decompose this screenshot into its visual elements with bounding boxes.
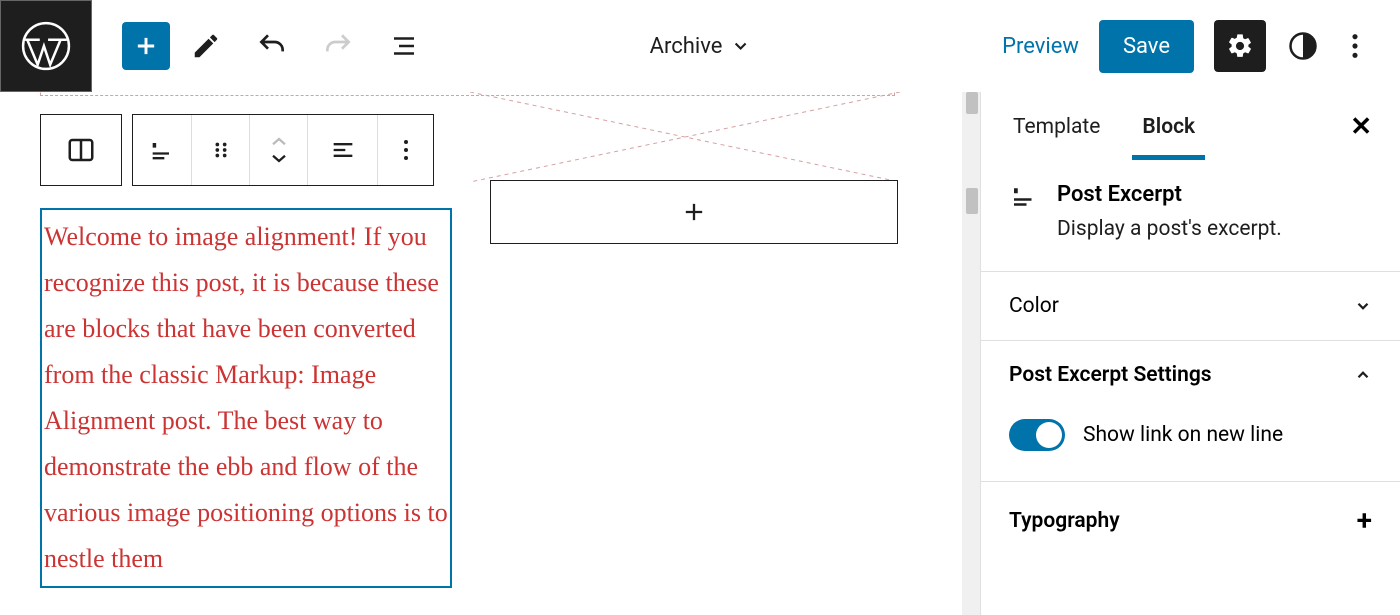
panel-typography[interactable]: Typography + bbox=[981, 482, 1400, 559]
align-icon[interactable] bbox=[307, 115, 377, 185]
tab-template[interactable]: Template bbox=[1009, 95, 1104, 159]
edit-icon[interactable] bbox=[188, 28, 224, 64]
sidebar-tabs: Template Block ✕ bbox=[981, 92, 1400, 162]
layout-guide-diagonal bbox=[470, 92, 900, 182]
panel-color-label: Color bbox=[1009, 294, 1059, 318]
styles-icon[interactable] bbox=[1286, 29, 1320, 63]
panel-settings-body: Show link on new line bbox=[981, 409, 1400, 482]
block-type-icon[interactable] bbox=[41, 115, 121, 185]
canvas-scrollbar[interactable] bbox=[962, 92, 980, 615]
add-block-placeholder[interactable] bbox=[490, 180, 898, 244]
top-right-group: Preview Save bbox=[1002, 0, 1400, 92]
block-info: Post Excerpt Display a post's excerpt. bbox=[981, 162, 1400, 272]
wordpress-logo[interactable] bbox=[0, 0, 92, 92]
toolbar-group-block bbox=[40, 114, 122, 186]
show-link-newline-toggle[interactable] bbox=[1009, 419, 1065, 451]
close-sidebar-icon[interactable]: ✕ bbox=[1350, 112, 1372, 142]
move-up-down[interactable] bbox=[249, 115, 307, 185]
more-options-icon[interactable] bbox=[1340, 20, 1370, 72]
redo-icon[interactable] bbox=[320, 28, 356, 64]
block-description: Display a post's excerpt. bbox=[1057, 217, 1282, 241]
list-view-icon[interactable] bbox=[386, 28, 422, 64]
panel-settings-label: Post Excerpt Settings bbox=[1009, 363, 1212, 387]
save-button[interactable]: Save bbox=[1099, 20, 1194, 73]
top-bar: Archive Preview Save bbox=[0, 0, 1400, 92]
scrollbar-thumb-top[interactable] bbox=[966, 92, 978, 114]
document-title-text: Archive bbox=[650, 34, 723, 59]
show-link-newline-label: Show link on new line bbox=[1083, 423, 1283, 447]
editor-canvas: Welcome to image alignment! If you recog… bbox=[0, 92, 962, 615]
drag-handle-icon[interactable] bbox=[191, 115, 249, 185]
toolbar-group-controls bbox=[132, 114, 434, 186]
layout-guide bbox=[40, 92, 895, 96]
add-block-button[interactable] bbox=[122, 22, 170, 70]
settings-button[interactable] bbox=[1214, 20, 1266, 72]
toolbar-tools bbox=[188, 28, 422, 64]
main-area: Welcome to image alignment! If you recog… bbox=[0, 92, 1400, 615]
block-title: Post Excerpt bbox=[1057, 182, 1282, 207]
panel-color[interactable]: Color bbox=[981, 272, 1400, 341]
block-info-text: Post Excerpt Display a post's excerpt. bbox=[1057, 182, 1282, 241]
preview-button[interactable]: Preview bbox=[1002, 34, 1079, 59]
settings-sidebar: Template Block ✕ Post Excerpt Display a … bbox=[980, 92, 1400, 615]
typography-add-icon[interactable]: + bbox=[1357, 504, 1372, 537]
panel-settings[interactable]: Post Excerpt Settings bbox=[981, 341, 1400, 409]
chevron-up-icon bbox=[1354, 366, 1372, 384]
scrollbar-thumb[interactable] bbox=[966, 188, 978, 214]
panel-typography-label: Typography bbox=[1009, 509, 1120, 533]
block-toolbar bbox=[40, 114, 434, 186]
document-title[interactable]: Archive bbox=[650, 0, 751, 92]
block-more-icon[interactable] bbox=[377, 115, 433, 185]
tab-block[interactable]: Block bbox=[1138, 95, 1199, 159]
excerpt-icon[interactable] bbox=[133, 115, 191, 185]
excerpt-text[interactable]: Welcome to image alignment! If you recog… bbox=[44, 214, 448, 582]
undo-icon[interactable] bbox=[254, 28, 290, 64]
post-excerpt-block[interactable]: Welcome to image alignment! If you recog… bbox=[40, 208, 452, 588]
chevron-down-icon bbox=[1354, 297, 1372, 315]
post-excerpt-icon bbox=[1009, 182, 1041, 241]
